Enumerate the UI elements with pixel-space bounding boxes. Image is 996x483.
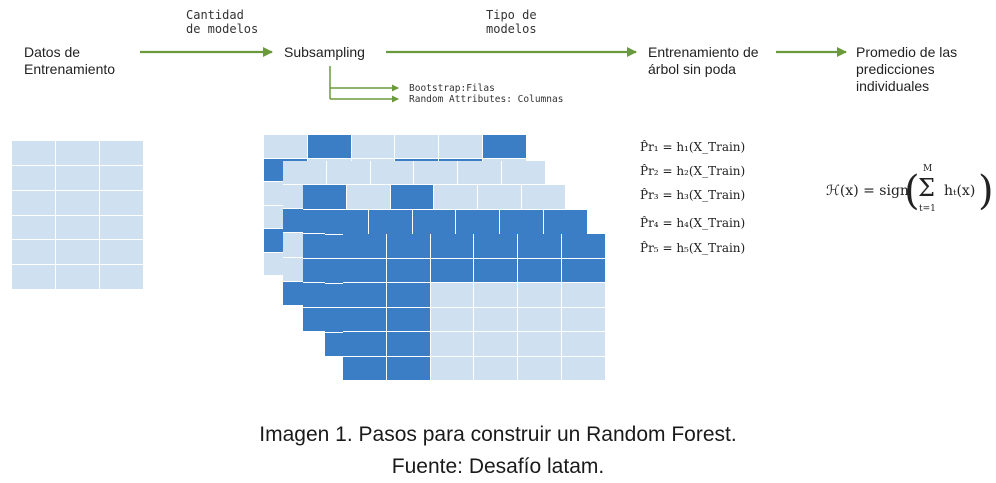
formula-sum-lower: t=1 — [919, 204, 936, 214]
formula-pred-1-rhs: h₁(X_Train) — [676, 140, 746, 154]
formula-pred-3-lhs: P̂r₃ — [640, 188, 659, 202]
formula-close-paren: ) — [978, 168, 994, 214]
formula-pred-1-lhs: P̂r₁ — [640, 140, 659, 154]
formula-pred-2-rhs: h₂(X_Train) — [676, 164, 746, 178]
step-subsampling: Subsampling — [284, 44, 365, 60]
step-promedio-predicciones: Promedio de las predicciones individuale… — [856, 44, 958, 94]
formula-sum-upper: M — [923, 164, 933, 174]
formula-pred-4-rhs: h₄(X_Train) — [676, 216, 746, 230]
formula-pred-5: P̂r₅ = h₅(X_Train) — [640, 241, 746, 255]
step-datos-entrenamiento: Datos de Entrenamiento — [24, 44, 116, 77]
label-tipo-modelos: Tipo de modelos — [486, 8, 537, 36]
formula-pred-5-lhs: P̂r₅ — [640, 241, 659, 255]
formula-aggregate-term: hₜ(x) — [944, 183, 976, 199]
formula-pred-3-rhs: h₃(X_Train) — [676, 188, 746, 202]
caption-title: Imagen 1. Pasos para construir un Random… — [259, 423, 737, 446]
formula-open-paren: ( — [904, 168, 920, 214]
step-entrenamiento-arbol: Entrenamiento de árbol sin poda — [648, 44, 759, 77]
label-cantidad-modelos: Cantidad de modelos — [186, 8, 259, 36]
option-bootstrap: Bootstrap:Filas — [409, 83, 495, 94]
formula-pred-1: P̂r₁ = h₁(X_Train) — [640, 140, 746, 154]
subsample-grid-5 — [343, 234, 605, 380]
formula-sum-symbol: Σ — [918, 174, 935, 202]
option-random-attributes: Random Attributes: Columnas — [409, 94, 564, 105]
caption-source: Fuente: Desafío latam. — [391, 455, 605, 478]
formula-aggregate-lhs: ℋ(x) = sign — [826, 183, 909, 199]
formula-pred-2-lhs: P̂r₂ — [640, 164, 659, 178]
formula-pred-5-rhs: h₅(X_Train) — [676, 241, 746, 255]
formula-pred-4-lhs: P̂r₄ — [640, 216, 659, 230]
formula-pred-3: P̂r₃ = h₃(X_Train) — [640, 188, 746, 202]
formula-pred-4: P̂r₄ = h₄(X_Train) — [640, 216, 746, 230]
formula-pred-2: P̂r₂ = h₂(X_Train) — [640, 164, 746, 178]
training-data-table — [12, 141, 143, 289]
